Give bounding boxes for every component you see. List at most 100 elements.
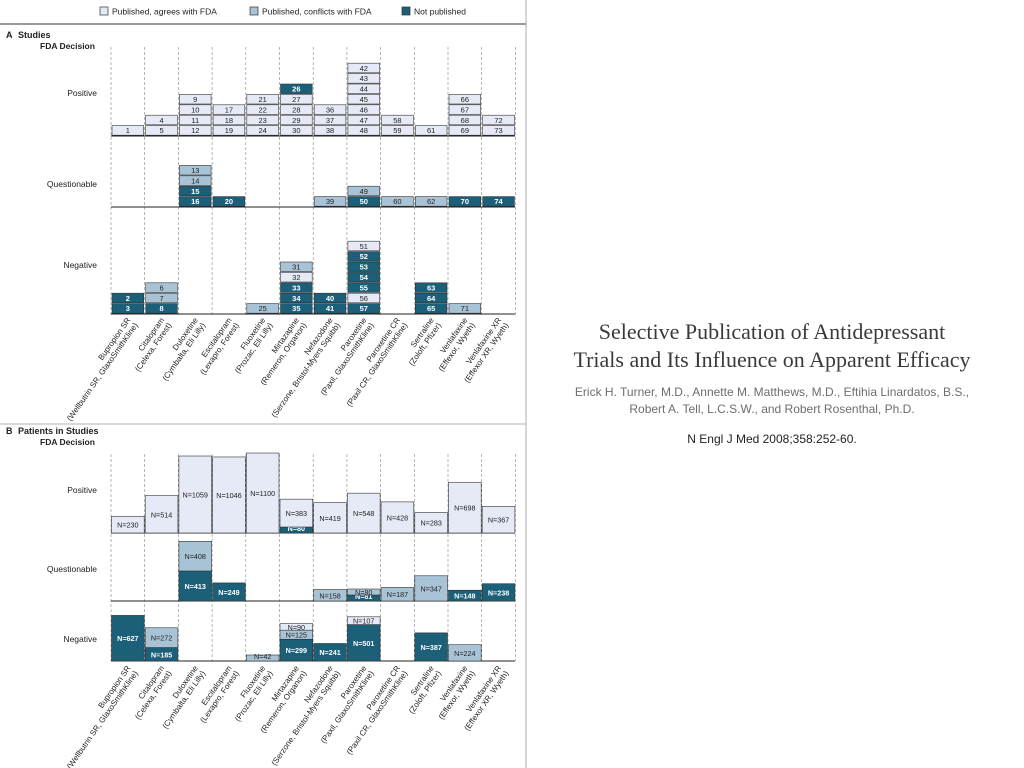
patient-box-questionable-11 (481, 583, 516, 602)
study-cell: 11 (179, 114, 212, 126)
patient-box-positive-10 (448, 481, 482, 534)
study-box-14 (179, 175, 212, 186)
study-box-25 (246, 303, 279, 314)
patient-box-negative-5 (279, 638, 314, 662)
study-box-27 (280, 94, 313, 105)
study-cell: 67 (448, 104, 482, 115)
study-cell: 12 (179, 125, 212, 136)
study-cell: 32 (280, 272, 313, 283)
patient-block: N=347 (414, 575, 448, 602)
study-cell: 25 (246, 303, 279, 314)
legend-label-conflict: Published, conflicts with FDA (262, 7, 372, 17)
study-cell: 23 (246, 114, 279, 126)
patient-block: N=1046 (212, 456, 246, 534)
study-cell: 33 (280, 282, 313, 293)
study-cell: 37 (313, 114, 347, 126)
study-box-41 (313, 303, 347, 314)
article-title-line-2: Trials and Its Influence on Apparent Eff… (573, 347, 971, 372)
article-title-line-1: Selective Publication of Antidepressant (598, 319, 946, 344)
study-cell: 3 (111, 303, 145, 314)
study-box-64 (414, 292, 448, 304)
study-cell: 10 (179, 104, 212, 115)
patient-box-negative-6 (313, 643, 347, 662)
study-box-44 (347, 83, 380, 94)
study-box-57 (347, 303, 380, 314)
study-cell: 39 (313, 196, 347, 207)
study-cell: 54 (347, 272, 380, 283)
drug-brand: (Wellbutrin SR, GlaxoSmithKline) (65, 669, 140, 768)
study-box-36 (313, 104, 347, 115)
study-cell: 31 (280, 261, 313, 272)
study-cell: 70 (448, 196, 482, 207)
study-cell: 53 (347, 261, 380, 272)
study-box-58 (381, 114, 414, 126)
panel-letter: A (6, 30, 13, 40)
study-box-61 (414, 125, 448, 136)
study-cell: 7 (145, 292, 178, 304)
drug-label-bupropion-sr: Bupropion SR(Wellbutrin SR, GlaxoSmithKl… (65, 664, 140, 768)
row-label-negative: Negative (63, 634, 97, 644)
study-cell: 48 (347, 125, 380, 136)
study-box-20 (212, 196, 246, 207)
study-cell: 21 (246, 94, 279, 105)
study-cell: 35 (280, 303, 313, 314)
row-label-negative: Negative (63, 260, 97, 270)
article-header: Selective Publication of Antidepressant … (530, 318, 1014, 446)
study-box-55 (347, 282, 380, 293)
study-cell: 52 (347, 251, 380, 262)
study-cell: 58 (381, 114, 414, 126)
study-box-29 (280, 114, 313, 126)
patient-block: N=185 (144, 647, 179, 662)
study-box-53 (347, 261, 380, 272)
patient-box-questionable-9 (414, 575, 448, 602)
patient-block: N=42 (246, 652, 280, 662)
study-cell: 20 (212, 196, 246, 207)
study-cell: 26 (280, 83, 313, 94)
study-cell: 71 (448, 303, 482, 314)
patient-box-negative-9 (414, 632, 448, 662)
study-cell: 50 (347, 196, 380, 207)
study-box-1 (111, 125, 145, 136)
study-box-59 (381, 125, 414, 136)
study-box-50 (347, 196, 380, 207)
patient-block: N=413 (178, 570, 212, 602)
patient-block: N=501 (347, 624, 381, 662)
patient-block: N=627 (111, 615, 145, 662)
study-box-56 (347, 292, 380, 304)
figure: Published, agrees with FDA Published, con… (0, 0, 527, 768)
patient-block: N=514 (144, 495, 179, 534)
patient-box-negative-1 (144, 627, 179, 648)
study-box-31 (280, 261, 313, 272)
patient-box-questionable-3 (212, 582, 246, 602)
study-box-54 (347, 272, 380, 283)
study-box-30 (280, 125, 313, 136)
row-title: FDA Decision (40, 41, 95, 51)
study-cell: 66 (448, 94, 482, 105)
study-cell: 73 (482, 125, 515, 136)
study-box-42 (347, 62, 380, 74)
patient-block: N=1100 (246, 452, 280, 534)
patient-block: N=238 (481, 583, 516, 602)
study-cell: 55 (347, 282, 380, 293)
authors-line-2: Robert A. Tell, L.C.S.W., and Robert Ros… (629, 402, 915, 416)
patient-box-negative-5 (279, 623, 314, 631)
study-box-17 (212, 104, 246, 115)
legend-label-agree: Published, agrees with FDA (112, 7, 217, 17)
patient-box-positive-5 (279, 526, 314, 534)
legend-swatch-unpub (401, 6, 411, 16)
study-cell: 74 (482, 196, 515, 207)
study-box-11 (179, 114, 212, 126)
study-cell: 72 (482, 114, 515, 126)
study-box-62 (414, 196, 448, 207)
study-cell: 36 (313, 104, 347, 115)
study-cell: 15 (179, 185, 212, 197)
row-label-positive: Positive (67, 485, 97, 495)
study-box-66 (448, 94, 482, 105)
patient-box-positive-11 (481, 506, 516, 534)
study-box-52 (347, 251, 380, 262)
study-box-13 (179, 165, 212, 176)
drug-label-bupropion-sr: Bupropion SR(Wellbutrin SR, GlaxoSmithKl… (65, 316, 140, 423)
patient-block: N=283 (414, 512, 448, 534)
patient-block: N=230 (111, 515, 145, 534)
study-cell: 59 (381, 125, 414, 136)
